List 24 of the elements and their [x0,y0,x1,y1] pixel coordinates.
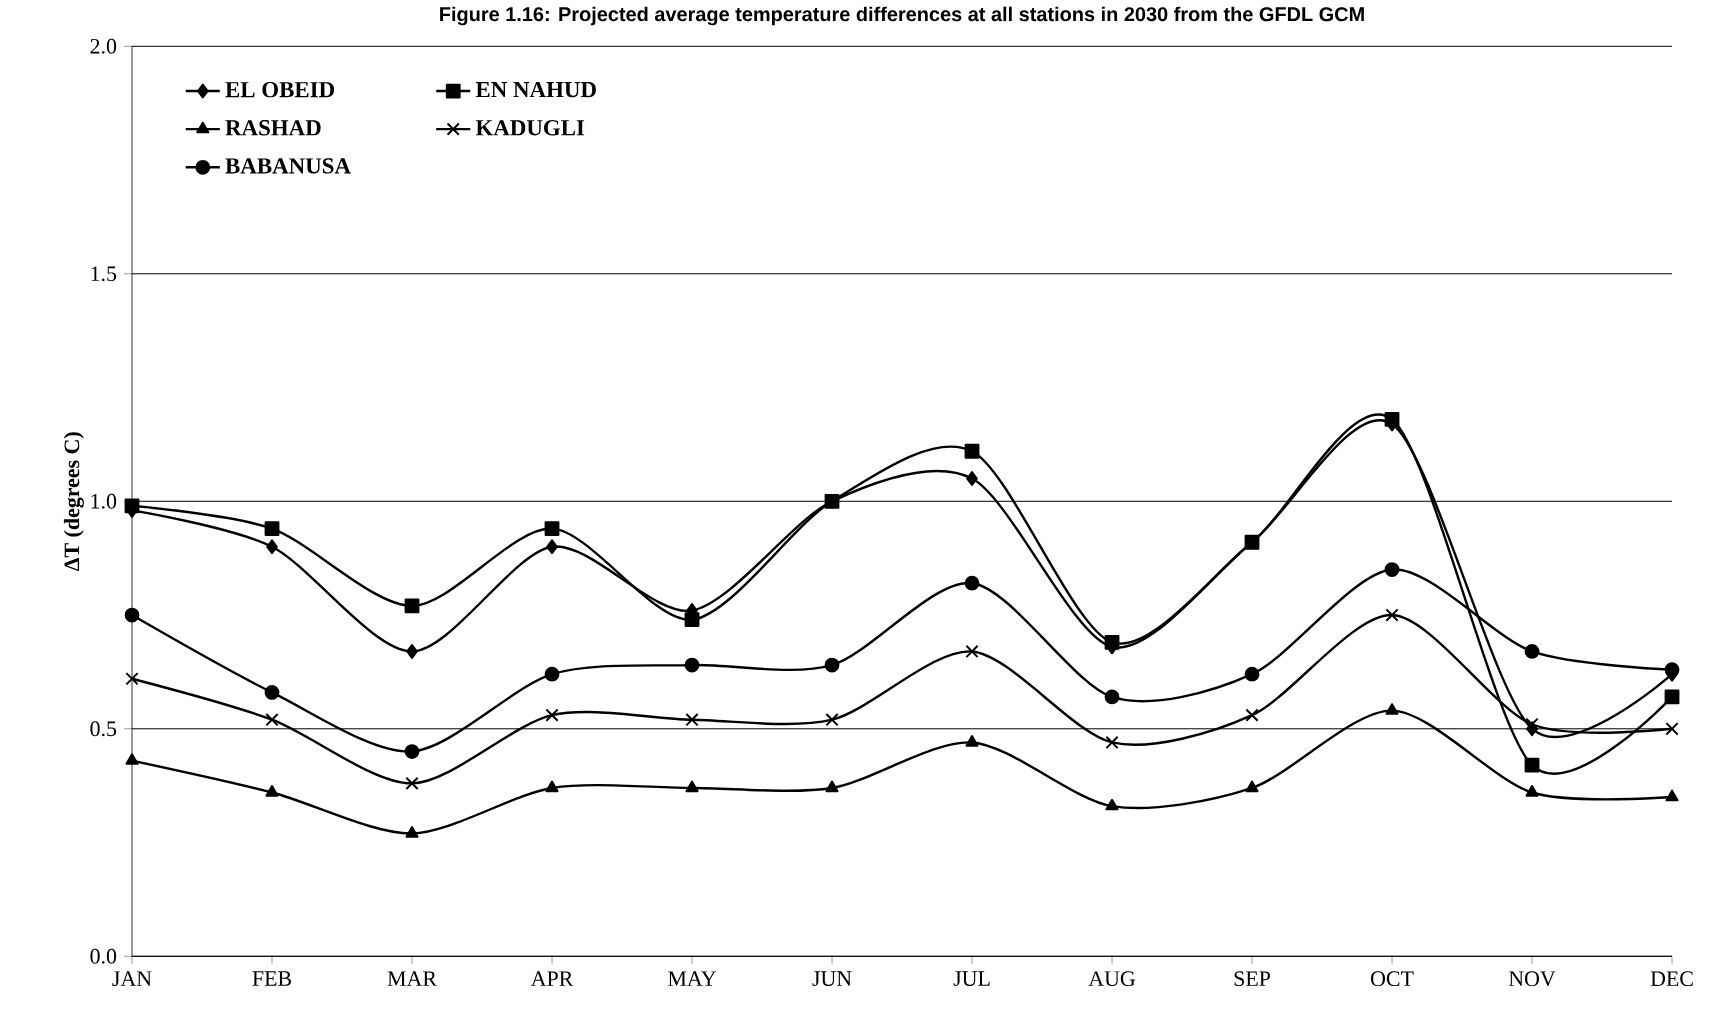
x-tick-label: JAN [112,971,152,986]
y-tick-label: 2.0 [90,38,117,54]
legend-label: EN NAHUD [475,81,596,98]
legend-label: EL OBEID [225,81,335,98]
x-tick-label: AUG [1088,971,1136,986]
x-tick-label: JUN [812,971,852,986]
x-tick-label: DEC [1650,971,1693,986]
x-tick-label: SEP [1234,971,1271,986]
chart-title: Figure 1.16: Projected average temperature differences at all stations in 2030 from the GFDL GCM [440,6,1364,26]
legend-label: KADUGLI [475,119,585,136]
x-tick-label: OCT [1371,971,1414,986]
legend-label: RASHAD [225,119,321,136]
x-tick-label: APR [530,971,574,986]
y-tick-label: 1.5 [91,266,117,282]
legend-label: BABANUSA [225,158,351,174]
x-tick-label: JUL [953,971,990,986]
y-axis-title: ΔT (degrees C) [63,432,84,571]
y-tick-label: 0.0 [90,948,117,964]
y-tick-label: 1.0 [91,493,117,509]
x-tick-label: FEB [252,971,292,986]
x-tick-label: MAR [387,971,437,986]
x-tick-label: NOV [1508,971,1556,987]
y-tick-label: 0.5 [90,721,117,737]
x-tick-label: MAY [668,971,717,986]
